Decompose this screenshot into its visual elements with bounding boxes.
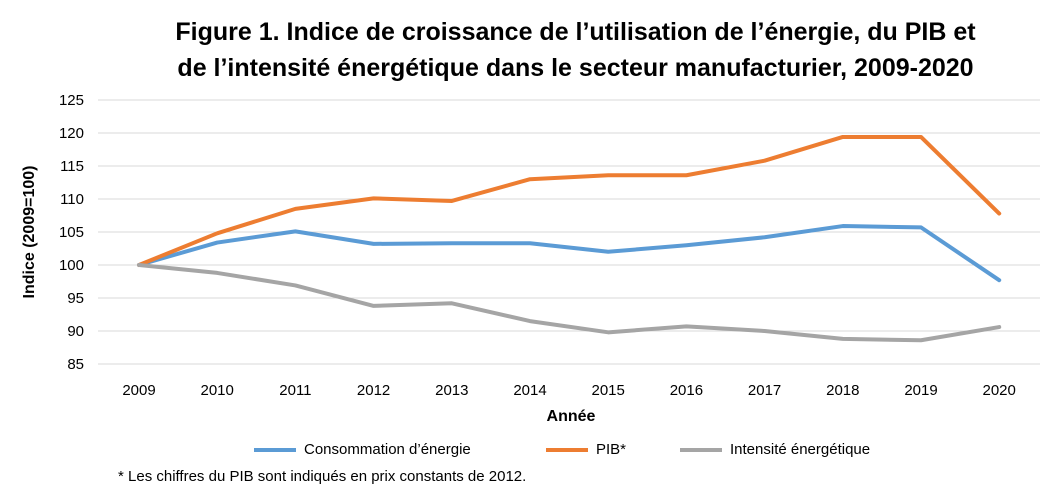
chart-title-line-2: de l’intensité énergétique dans le secte… [177,54,974,82]
legend-item: PIB* [546,441,626,458]
y-tick-label: 115 [60,158,84,175]
x-tick-label: 2017 [748,382,781,399]
x-axis-ticks: 2009 2010 2011 2012 2013 2014 2015 2016 2017 2018… [122,382,1016,399]
x-tick-label: 2020 [983,382,1016,399]
series-line-2 [137,263,1002,343]
y-tick-label: 125 [59,92,84,109]
x-tick-label: 2015 [592,382,625,399]
x-tick-label: 2019 [904,382,937,399]
legend-item: Intensité énergétique [680,441,870,458]
legend: Consommation d’énergie PIB* Intensité éner… [0,441,1041,463]
series-line-0 [137,224,1002,283]
x-tick-label: 2012 [357,382,390,399]
y-axis-ticks: 85 90 95 100 105 110 115 120 125 [59,92,84,373]
x-tick-label: 2018 [826,382,859,399]
y-tick-label: 120 [59,125,84,142]
y-tick-label: 85 [67,356,84,373]
legend-item: Consommation d’énergie [254,441,471,458]
x-tick-label: 2016 [670,382,703,399]
legend-swatch [680,447,722,452]
legend-label: Consommation d’énergie [304,441,471,458]
chart-title-line-1: Figure 1. Indice de croissance de l’util… [175,18,976,46]
y-axis-title: Indice (2009=100) [21,166,38,299]
series-line-1 [137,134,1002,267]
gridlines [98,99,1040,365]
y-tick-label: 105 [59,224,84,241]
x-tick-label: 2011 [279,382,311,399]
y-tick-label: 100 [59,257,84,274]
legend-label: Intensité énergétique [730,441,871,458]
x-tick-label: 2014 [513,382,546,399]
y-tick-label: 95 [67,290,84,307]
x-tick-label: 2010 [201,382,234,399]
legend-label: PIB* [596,441,627,458]
chart-title: Figure 1. Indice de croissance de l’util… [0,14,1041,86]
x-tick-label: 2013 [435,382,468,399]
footnote: * Les chiffres du PIB sont indiqués en p… [118,468,527,485]
x-tick-label: 2009 [122,382,155,399]
y-tick-label: 90 [67,323,84,340]
series-lines [137,134,1002,343]
legend-swatch [546,447,588,452]
line-chart: 85 90 95 100 105 110 115 120 125 2009 2010 2011 201… [21,92,1040,425]
y-tick-label: 110 [60,191,84,208]
x-axis-title: Année [547,408,596,425]
legend-swatch [254,447,296,452]
